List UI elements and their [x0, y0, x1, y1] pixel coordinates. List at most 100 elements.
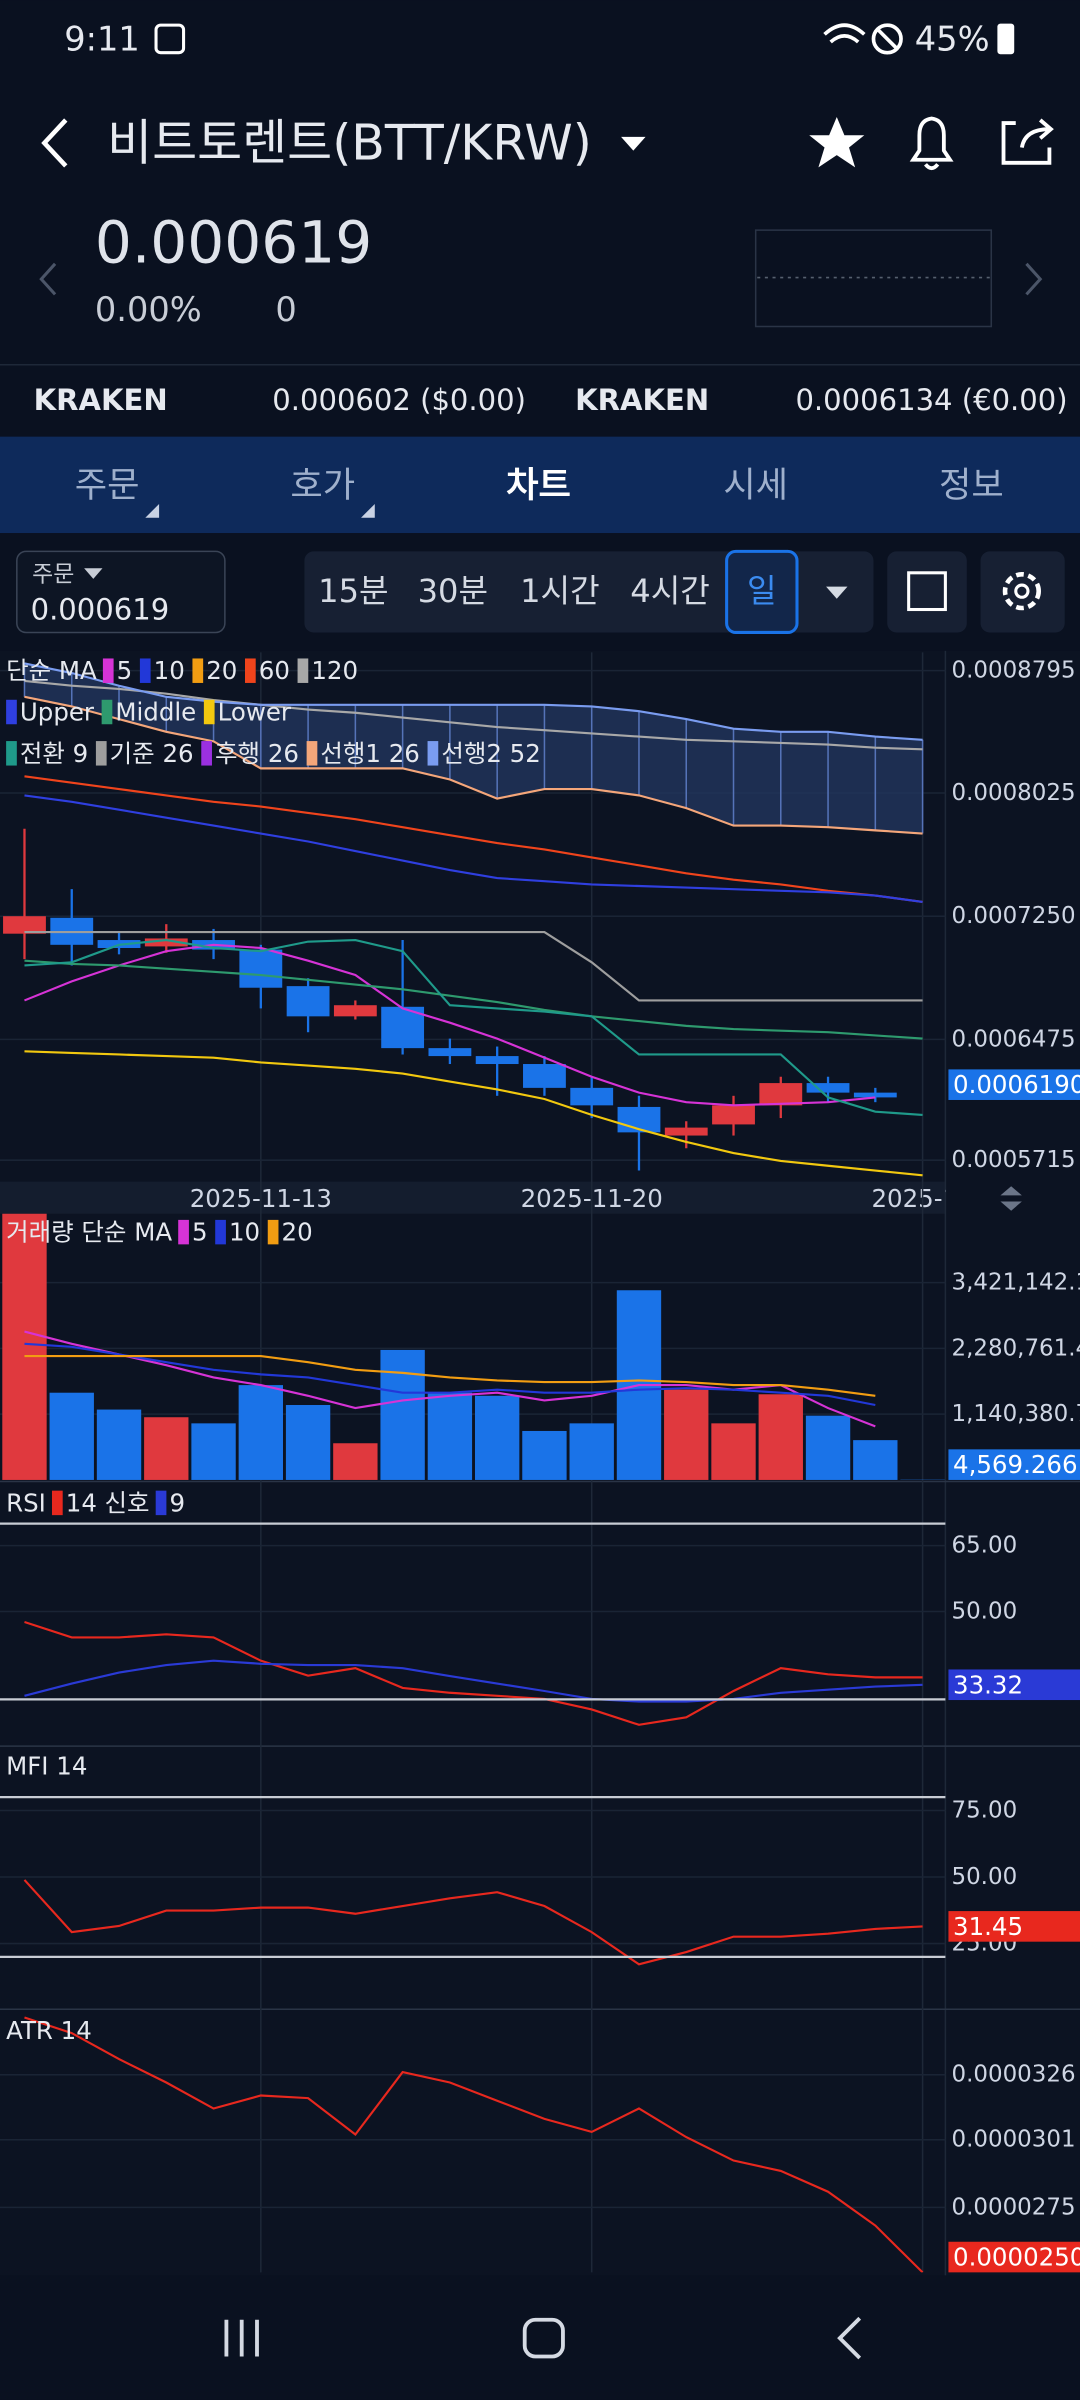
candle-body: [664, 1127, 708, 1136]
settings-button[interactable]: [980, 551, 1065, 633]
legend-swatch: [155, 1490, 167, 1516]
legend-title: ATR 14: [6, 2016, 92, 2045]
volume-bar: [2, 1213, 47, 1480]
legend-title: 거래량 단순 MA: [6, 1218, 172, 1247]
dnd-slash: [876, 28, 898, 50]
plot: [0, 1213, 946, 1480]
volume-bar: [191, 1423, 236, 1480]
candle-body: [712, 1105, 755, 1125]
header-title[interactable]: 비트토렌트(BTT/KRW): [107, 114, 592, 171]
plot: [0, 1809, 946, 1966]
y-tick-label: 75.00: [952, 1797, 1018, 1823]
exchange-name: KRAKEN: [575, 383, 709, 417]
legend-label: 선행2 52: [441, 739, 541, 768]
value-label: 31.45: [953, 1912, 1023, 1941]
y-tick-label: 0.0007250: [952, 903, 1076, 929]
tab[interactable]: 차트: [506, 465, 571, 506]
legend-label: 20: [282, 1218, 313, 1247]
y-tick-label: 1,140,380.725: [952, 1401, 1080, 1427]
legend-label: 기준 26: [110, 739, 194, 768]
order-dropdown[interactable]: [84, 568, 103, 579]
y-tick-label: 50.00: [952, 1598, 1018, 1624]
volume-bar: [805, 1415, 851, 1480]
value-label-box: [948, 2241, 1080, 2273]
exchange-price: 0.000602 ($0.00): [272, 383, 526, 417]
legend-label: 120: [311, 656, 358, 685]
layout-button[interactable]: [887, 551, 967, 633]
order-box[interactable]: [16, 550, 226, 634]
legend-swatch: [267, 1219, 279, 1245]
candle-body: [3, 916, 46, 934]
value-label-box: [948, 1669, 1080, 1701]
alert-button[interactable]: [909, 116, 954, 171]
value-label: 4,569.266: [953, 1450, 1078, 1479]
layout-icon: [907, 571, 947, 612]
volume-bar: [569, 1423, 614, 1480]
interval[interactable]: 일: [747, 572, 777, 610]
interval[interactable]: 15분: [318, 572, 388, 610]
exchange-name: KRAKEN: [34, 383, 168, 417]
legend-title: RSI: [6, 1488, 46, 1517]
recents-button[interactable]: [224, 2319, 259, 2357]
candle-body: [144, 938, 188, 947]
home-button[interactable]: [522, 2317, 565, 2359]
interval-active: [725, 549, 799, 634]
indicator-line: [24, 2016, 924, 2273]
charts: 2025-11-13 2025-11-20 2025-110.00087950.00…: [0, 652, 1080, 2273]
price-change: 0.00%: [95, 290, 202, 329]
legend-swatch: [95, 741, 107, 766]
value-label: 0.0006190: [953, 1070, 1080, 1099]
volume-bar: [333, 1443, 378, 1480]
indicator-line: [24, 943, 876, 1107]
legend-swatch: [297, 658, 309, 683]
favorite-button[interactable]: [809, 116, 865, 168]
y-tick-label: 50.00: [952, 1864, 1018, 1890]
tab[interactable]: 시세: [723, 465, 788, 506]
legend-swatch: [215, 1219, 226, 1245]
legend-label: 선행1 26: [320, 739, 420, 768]
legend-label: Upper: [20, 698, 95, 727]
legend-swatch: [203, 699, 215, 725]
indicator-line: [24, 931, 923, 1002]
candle-body: [239, 949, 283, 988]
plot: [0, 2016, 946, 2273]
prev-coin[interactable]: [39, 262, 57, 296]
indicator-line: [24, 1050, 923, 1177]
back-button[interactable]: [41, 118, 68, 168]
tab[interactable]: 호가: [290, 465, 355, 506]
volume-bar: [711, 1423, 756, 1480]
interval[interactable]: 1시간: [520, 572, 600, 610]
volume-bar: [427, 1392, 473, 1480]
interval-dropdown[interactable]: [826, 586, 848, 599]
candle-body: [333, 1005, 377, 1017]
indicator-line: [24, 1342, 876, 1407]
title-dropdown[interactable]: [621, 136, 646, 151]
tab[interactable]: 주문: [75, 465, 140, 506]
next-coin[interactable]: [1025, 262, 1043, 296]
share-button[interactable]: [1001, 118, 1054, 165]
back-nav-button[interactable]: [837, 2316, 862, 2360]
exchange-price: 0.0006134 (€0.00): [795, 383, 1067, 417]
legend-label: 10: [229, 1218, 260, 1247]
interval[interactable]: 30분: [418, 572, 488, 610]
indicator-line: [24, 775, 923, 903]
indicator-line: [24, 1659, 923, 1703]
value-label-box: [948, 1069, 1080, 1100]
tab[interactable]: 정보: [939, 465, 1004, 506]
volume-bar: [96, 1409, 142, 1480]
y-tick-label: 0.0000275: [952, 2194, 1076, 2220]
interval[interactable]: 4시간: [630, 572, 710, 610]
candle-body: [759, 1083, 803, 1106]
scale-toggle[interactable]: [1000, 1186, 1022, 1211]
indicator-line: [24, 959, 923, 1040]
legend-swatch: [102, 658, 114, 683]
indicator-line: [24, 938, 923, 1116]
legend-label: 60: [259, 656, 290, 685]
battery-icon: [997, 23, 1015, 55]
legend-label: Middle: [115, 698, 196, 727]
plot: [0, 662, 946, 1177]
volume-bar: [144, 1417, 189, 1480]
intervals: 15분 30분 1시간 4시간 일: [318, 549, 799, 634]
y-tick-label: 0.0008025: [952, 780, 1076, 806]
